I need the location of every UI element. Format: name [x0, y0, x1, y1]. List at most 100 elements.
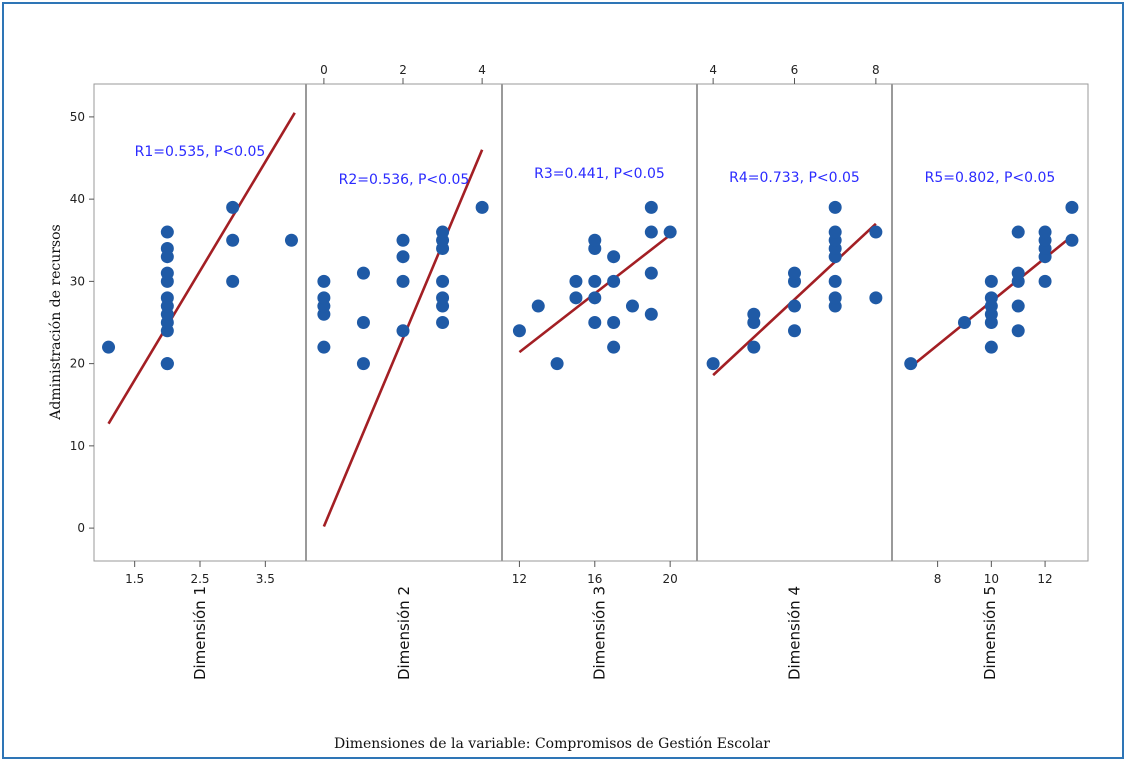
- data-point: [569, 274, 583, 288]
- x-tick-label: 12: [1037, 572, 1052, 586]
- data-point: [788, 299, 801, 313]
- y-tick-label: 30: [70, 274, 85, 288]
- data-point: [436, 291, 450, 305]
- data-point: [475, 200, 489, 214]
- data-point: [869, 225, 883, 239]
- data-point: [828, 291, 842, 305]
- data-point: [284, 233, 298, 247]
- x-tick-label: 8: [934, 572, 942, 586]
- data-point: [160, 225, 174, 239]
- data-point: [644, 266, 658, 280]
- panel-label: Dimensión 4: [786, 586, 804, 680]
- data-point: [160, 357, 174, 371]
- data-point: [396, 274, 410, 288]
- x-tick-label: 0: [320, 63, 328, 77]
- data-point: [1011, 266, 1025, 280]
- y-tick-label: 20: [70, 357, 85, 371]
- data-point: [788, 266, 801, 280]
- data-point: [644, 307, 658, 321]
- data-point: [984, 274, 998, 288]
- data-point: [1038, 274, 1052, 288]
- x-tick-label: 20: [663, 572, 678, 586]
- regression-line: [322, 149, 484, 527]
- data-point: [607, 340, 621, 354]
- data-point: [550, 357, 564, 371]
- panel-label: Dimensión 3: [591, 586, 609, 680]
- y-tick-label: 40: [70, 192, 85, 206]
- y-tick-label: 10: [70, 439, 85, 453]
- data-point: [102, 340, 116, 354]
- data-point: [607, 274, 621, 288]
- x-tick-label: 12: [512, 572, 527, 586]
- data-point: [828, 274, 842, 288]
- x-axis-title: Dimensiones de la variable: Compromisos …: [334, 736, 770, 752]
- data-point: [644, 200, 658, 214]
- correlation-annotation: R3=0.441, P<0.05: [534, 166, 665, 182]
- data-point: [356, 357, 370, 371]
- x-tick-label: 6: [791, 63, 799, 77]
- data-point: [396, 233, 410, 247]
- data-point: [747, 307, 761, 321]
- x-tick-label: 16: [587, 572, 602, 586]
- y-axis-title: Administración de recursos: [48, 224, 64, 420]
- x-tick-label: 4: [709, 63, 717, 77]
- regression-line: [712, 222, 877, 377]
- x-tick-label: 2.5: [190, 572, 209, 586]
- data-point: [607, 316, 621, 329]
- correlation-annotation: R2=0.536, P<0.05: [339, 172, 470, 188]
- data-point: [317, 340, 331, 354]
- data-point: [1038, 225, 1052, 239]
- data-point: [904, 357, 918, 371]
- data-point: [436, 225, 450, 239]
- data-point: [317, 291, 331, 305]
- data-point: [984, 340, 998, 354]
- data-point: [226, 233, 240, 247]
- data-point: [356, 266, 370, 280]
- panel-label: Dimensión 1: [191, 586, 209, 680]
- x-tick-label: 3.5: [256, 572, 275, 586]
- data-point: [1065, 200, 1079, 214]
- data-point: [588, 291, 602, 305]
- y-tick-label: 50: [70, 110, 85, 124]
- data-point: [828, 225, 842, 239]
- data-point: [984, 291, 998, 305]
- data-point: [1065, 233, 1079, 247]
- plot-area-border: [93, 83, 1089, 562]
- data-point: [226, 274, 240, 288]
- data-point: [588, 233, 602, 247]
- data-point: [226, 200, 240, 214]
- data-point: [1011, 299, 1025, 313]
- data-point: [569, 291, 583, 305]
- x-tick-label: 4: [478, 63, 486, 77]
- data-point: [747, 340, 761, 354]
- data-point: [588, 274, 602, 288]
- x-tick-label: 10: [984, 572, 999, 586]
- x-tick-label: 2: [399, 63, 407, 77]
- correlation-annotation: R1=0.535, P<0.05: [135, 144, 266, 160]
- data-point: [160, 241, 174, 255]
- data-point: [663, 225, 677, 239]
- data-point: [317, 274, 331, 288]
- data-point: [436, 274, 450, 288]
- data-point: [625, 299, 639, 313]
- panel-label: Dimensión 2: [395, 586, 413, 680]
- data-point: [160, 266, 174, 280]
- data-point: [512, 324, 526, 338]
- data-point: [788, 324, 801, 338]
- data-point: [706, 357, 720, 371]
- x-tick-label: 8: [872, 63, 880, 77]
- data-point: [396, 250, 410, 264]
- data-point: [588, 316, 602, 329]
- data-point: [869, 291, 883, 305]
- data-point: [607, 250, 621, 264]
- panel-label: Dimensión 5: [981, 586, 999, 680]
- x-tick-label: 1.5: [125, 572, 144, 586]
- data-point: [356, 316, 370, 329]
- regression-line: [107, 112, 296, 425]
- data-point: [957, 316, 971, 329]
- data-point: [396, 324, 410, 338]
- data-point: [436, 316, 450, 329]
- y-tick-label: 0: [77, 521, 85, 535]
